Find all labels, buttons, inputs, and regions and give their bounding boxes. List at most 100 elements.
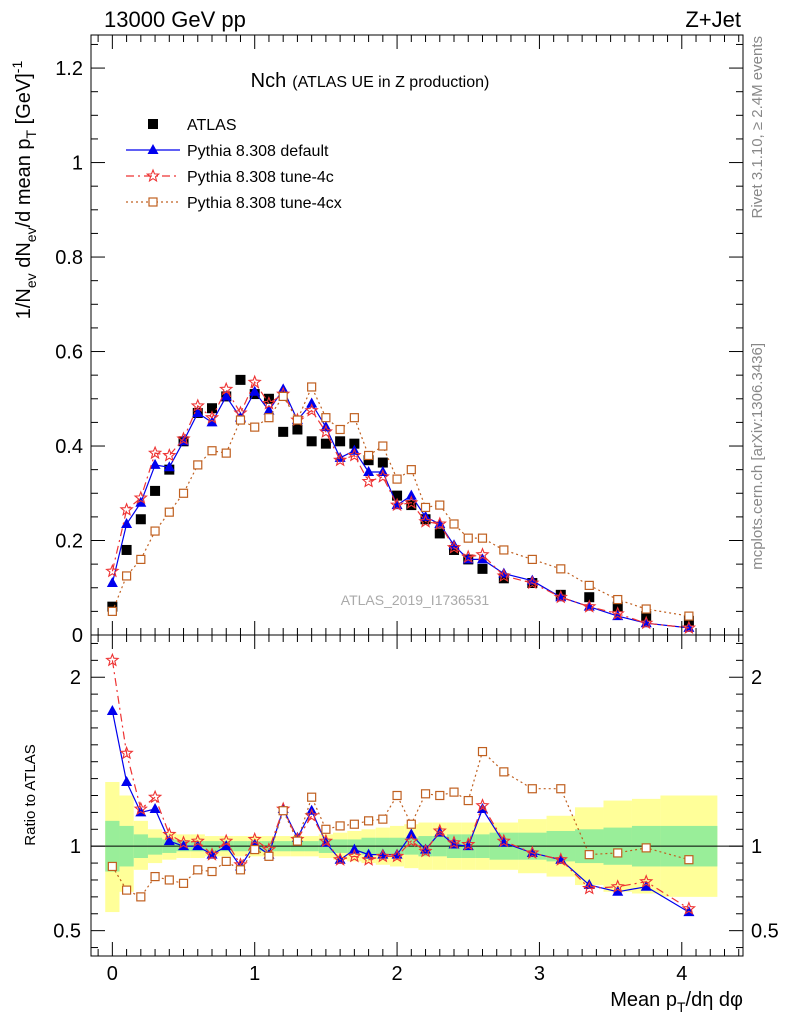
data-point — [461, 549, 476, 564]
data-point — [135, 514, 146, 525]
series-line — [111, 388, 689, 629]
data-point — [207, 866, 217, 877]
data-point — [475, 547, 490, 561]
data-point — [392, 790, 402, 801]
data-point — [446, 835, 462, 849]
data-point — [190, 833, 205, 848]
data-point — [420, 789, 431, 799]
data-point — [613, 848, 623, 858]
data-point — [107, 861, 117, 872]
data-point — [681, 901, 697, 915]
data-point — [420, 843, 432, 854]
data-point — [304, 808, 319, 822]
data-point — [306, 397, 318, 408]
data-point — [335, 821, 345, 831]
data-point — [461, 837, 476, 851]
data-point — [553, 589, 568, 604]
data-point — [263, 404, 275, 415]
data-point — [375, 848, 390, 863]
data-point — [136, 554, 146, 565]
legend-marker — [148, 119, 158, 129]
data-point — [318, 833, 334, 848]
legend-marker — [148, 197, 158, 207]
data-point — [247, 374, 262, 389]
data-point — [307, 792, 317, 802]
series-pythia-8-308-tune-4c — [105, 374, 697, 635]
plot-title-main: Nch — [251, 70, 287, 92]
data-point — [582, 599, 597, 613]
data-point — [391, 848, 403, 859]
series-line — [111, 380, 689, 629]
ratio-y-tick-label-right: 0.5 — [751, 921, 779, 943]
ratio-y-axis-label: Ratio to ATLAS — [22, 744, 39, 845]
data-point — [448, 539, 460, 550]
data-point — [405, 489, 417, 500]
data-point — [204, 410, 220, 424]
data-point — [389, 848, 405, 863]
data-point — [220, 840, 232, 851]
data-point — [278, 391, 288, 402]
data-point — [149, 458, 161, 469]
data-point — [449, 519, 459, 529]
legend-label: Pythia 8.308 tune-4c — [187, 169, 334, 186]
data-point — [363, 466, 375, 477]
data-point — [147, 789, 163, 804]
data-point — [349, 413, 359, 423]
data-point — [278, 426, 289, 437]
data-point — [304, 403, 319, 417]
data-point — [249, 385, 261, 396]
x-tick-label: 1 — [249, 963, 260, 985]
data-point — [418, 514, 433, 528]
data-point — [149, 803, 161, 814]
data-point — [392, 490, 403, 501]
data-point — [499, 767, 509, 777]
main-y-tick-label: 1 — [72, 153, 83, 175]
x-tick-label: 2 — [392, 963, 403, 985]
data-point — [107, 601, 118, 612]
legend-label: ATLAS — [187, 117, 237, 134]
data-point — [261, 396, 277, 410]
main-y-tick-label: 0.6 — [55, 342, 83, 364]
data-point — [432, 516, 447, 530]
data-point — [235, 865, 246, 875]
plot-title-sub: (ATLAS UE in Z production) — [292, 74, 489, 91]
data-point — [435, 790, 445, 801]
series-line — [111, 710, 690, 913]
data-point — [418, 843, 433, 858]
data-point — [221, 856, 231, 866]
series-pythia-8-308-tune-4cx — [107, 382, 694, 621]
data-point — [641, 843, 651, 853]
side-label-rivet: Rivet 3.1.10, ≥ 2.4M events — [749, 36, 766, 219]
legend-marker — [145, 168, 161, 183]
legend-label: Pythia 8.308 tune-4cx — [187, 195, 342, 212]
ratio-y-tick-label: 1 — [70, 836, 81, 858]
data-point — [613, 594, 623, 605]
data-point — [527, 554, 537, 565]
data-point — [318, 424, 333, 438]
data-point — [477, 533, 488, 543]
legend-item-pythia-8-308-tune-4c: Pythia 8.308 tune-4c — [126, 168, 334, 186]
data-point — [475, 798, 490, 812]
data-point — [207, 403, 218, 414]
data-point — [446, 540, 462, 554]
data-point — [119, 502, 134, 516]
data-point — [306, 436, 317, 447]
data-point — [335, 424, 345, 435]
data-point — [361, 852, 376, 866]
main-series-layer — [105, 374, 697, 635]
data-point — [496, 833, 511, 848]
data-point — [133, 801, 148, 816]
data-point — [150, 871, 160, 882]
data-point — [363, 450, 374, 461]
data-point — [348, 843, 360, 854]
legend-label: Pythia 8.308 default — [187, 143, 329, 160]
data-point — [584, 580, 594, 590]
data-point — [192, 406, 204, 417]
data-point — [150, 485, 161, 496]
data-point — [349, 819, 359, 829]
series-line — [111, 750, 690, 898]
data-point — [247, 831, 262, 846]
data-point — [404, 495, 419, 509]
data-point — [610, 606, 625, 620]
data-point — [449, 787, 459, 797]
